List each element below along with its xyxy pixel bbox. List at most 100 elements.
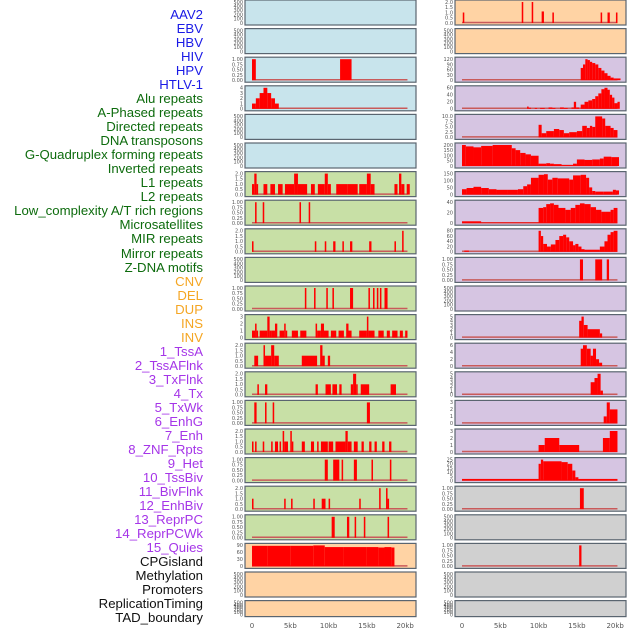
y-tick-label: 500: [443, 600, 453, 606]
y-tick-label: 0.75: [442, 491, 453, 497]
data-bar: [462, 145, 466, 166]
panel-background: [244, 599, 417, 618]
track-label: L1 repeats: [140, 175, 203, 191]
data-bar: [571, 107, 574, 109]
data-bar: [401, 184, 405, 195]
data-bar: [354, 516, 357, 538]
data-bar: [599, 333, 603, 338]
y-tick-label: 0.75: [232, 291, 243, 297]
y-tick-label: 100: [443, 531, 453, 537]
y-tick-label: 60: [447, 234, 453, 240]
y-tick-label: 0: [240, 278, 243, 284]
data-bar: [614, 103, 618, 109]
data-bar: [580, 67, 584, 81]
data-bar: [613, 207, 618, 224]
y-tick-label: 0.0: [235, 364, 243, 370]
data-bar: [523, 186, 528, 195]
y-tick-label: 2.0: [235, 372, 243, 378]
data-bar: [561, 165, 574, 166]
data-bar: [552, 177, 558, 195]
track-label: 14_ReprPCWk: [115, 526, 203, 542]
data-bar: [314, 241, 317, 252]
y-tick-label: 3: [450, 380, 453, 386]
data-bar: [473, 186, 482, 195]
y-tick-label: 200: [233, 12, 243, 18]
y-tick-label: 1.5: [235, 177, 243, 183]
panel-background: [454, 571, 627, 598]
y-tick-label: 120: [443, 57, 453, 63]
data-bar: [511, 148, 516, 166]
y-tick-label: 100: [443, 303, 453, 309]
data-bar: [601, 70, 605, 81]
y-tick-label: 100: [233, 160, 243, 166]
y-tick-label: 300: [233, 266, 243, 272]
data-bar: [290, 431, 292, 452]
data-bar: [597, 373, 601, 395]
data-bar: [565, 209, 571, 224]
y-tick-label: 0.0: [235, 393, 243, 399]
data-bar: [578, 478, 618, 481]
data-bar: [538, 230, 541, 252]
track-label: 5_TxWk: [154, 399, 203, 415]
data-bar: [313, 498, 315, 510]
y-tick-label: 0.00: [232, 307, 243, 313]
y-tick-label: 0.75: [232, 405, 243, 411]
track-label: Mirror repeats: [120, 245, 203, 261]
data-bar: [592, 159, 600, 166]
data-bar: [538, 124, 542, 138]
track-label: 6_EnhG: [154, 413, 203, 429]
data-bar: [328, 498, 331, 510]
y-tick-label: 3: [450, 429, 453, 435]
y-tick-label: 10.0: [442, 114, 453, 120]
data-bar: [558, 207, 566, 224]
data-bar: [328, 441, 334, 452]
data-bar: [350, 241, 353, 252]
y-tick-label: 5: [450, 474, 453, 480]
data-bar: [586, 177, 590, 195]
y-tick-label: 2: [450, 407, 453, 413]
data-bar: [559, 445, 580, 452]
x-tick-label: 15kb: [358, 622, 376, 630]
data-bar: [366, 547, 379, 567]
data-bar: [602, 118, 606, 138]
data-bar: [596, 209, 602, 224]
track-label: 4_Tx: [173, 385, 203, 401]
y-tick-label: 2.0: [445, 0, 453, 6]
data-bar: [290, 545, 314, 567]
y-tick-label: 1.5: [445, 5, 453, 11]
y-tick-label: 2.0: [235, 229, 243, 235]
data-bar: [464, 250, 469, 252]
data-bar: [394, 184, 398, 195]
x-tick-label: 0: [460, 622, 464, 630]
y-tick-label: 80: [447, 229, 453, 235]
y-tick-label: 1.5: [235, 348, 243, 354]
y-tick-label: 400: [233, 33, 243, 39]
data-bar: [335, 441, 346, 452]
y-tick-label: 2.0: [235, 343, 243, 349]
y-tick-label: 2.0: [235, 171, 243, 177]
data-bar: [527, 106, 529, 109]
data-bar: [563, 133, 570, 138]
y-tick-label: 0.75: [442, 262, 453, 268]
y-tick-label: 60: [447, 68, 453, 74]
data-bar: [359, 184, 367, 195]
data-bar: [575, 477, 579, 481]
y-tick-label: 300: [233, 8, 243, 14]
data-bar: [540, 459, 544, 481]
y-tick-label: 5.0: [445, 125, 453, 131]
panel-background: [244, 0, 417, 26]
data-bar: [370, 184, 375, 195]
data-bar: [604, 87, 608, 109]
data-bar: [581, 316, 584, 338]
x-tick-label: 5kb: [284, 622, 298, 630]
y-tick-label: 20: [447, 211, 453, 217]
data-bar: [301, 441, 305, 452]
data-bar: [341, 459, 344, 481]
data-bar: [265, 384, 268, 395]
y-tick-label: 30: [237, 557, 243, 563]
data-bar: [612, 97, 615, 109]
y-tick-label: 1: [450, 388, 453, 394]
panel-background: [244, 28, 417, 55]
y-tick-label: 1.5: [235, 434, 243, 440]
track-label: Z-DNA motifs: [124, 259, 203, 275]
